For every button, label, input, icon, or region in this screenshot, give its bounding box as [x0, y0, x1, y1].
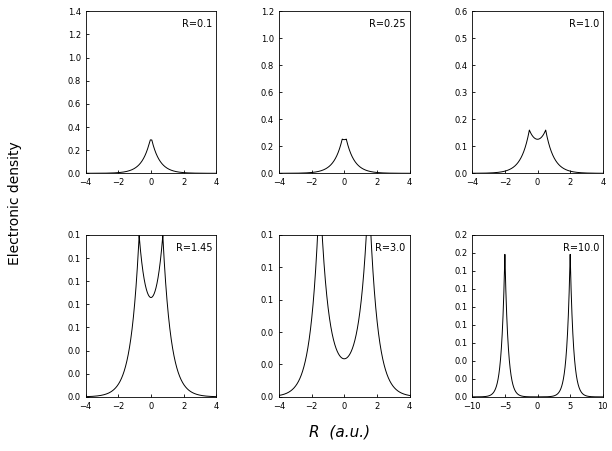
Text: R=10.0: R=10.0: [562, 243, 599, 253]
Text: Electronic density: Electronic density: [9, 141, 22, 265]
Text: R  (a.u.): R (a.u.): [309, 425, 370, 440]
Text: R=1.0: R=1.0: [569, 19, 599, 29]
Text: R=3.0: R=3.0: [375, 243, 406, 253]
Text: R=1.45: R=1.45: [176, 243, 212, 253]
Text: R=0.1: R=0.1: [182, 19, 212, 29]
Text: R=0.25: R=0.25: [369, 19, 406, 29]
